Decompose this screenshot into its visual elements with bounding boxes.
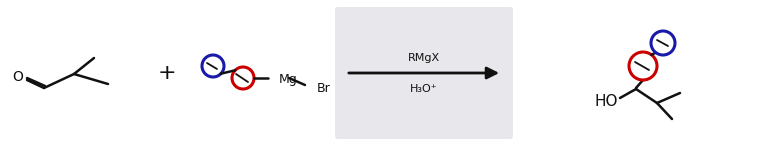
Text: H₃O⁺: H₃O⁺ xyxy=(410,84,437,94)
Text: RMgX: RMgX xyxy=(408,53,440,63)
Text: Mg: Mg xyxy=(279,73,298,86)
Text: Br: Br xyxy=(317,82,331,95)
FancyBboxPatch shape xyxy=(335,7,513,139)
Text: O: O xyxy=(12,70,23,84)
Text: +: + xyxy=(158,63,176,83)
Text: HO: HO xyxy=(594,93,618,108)
